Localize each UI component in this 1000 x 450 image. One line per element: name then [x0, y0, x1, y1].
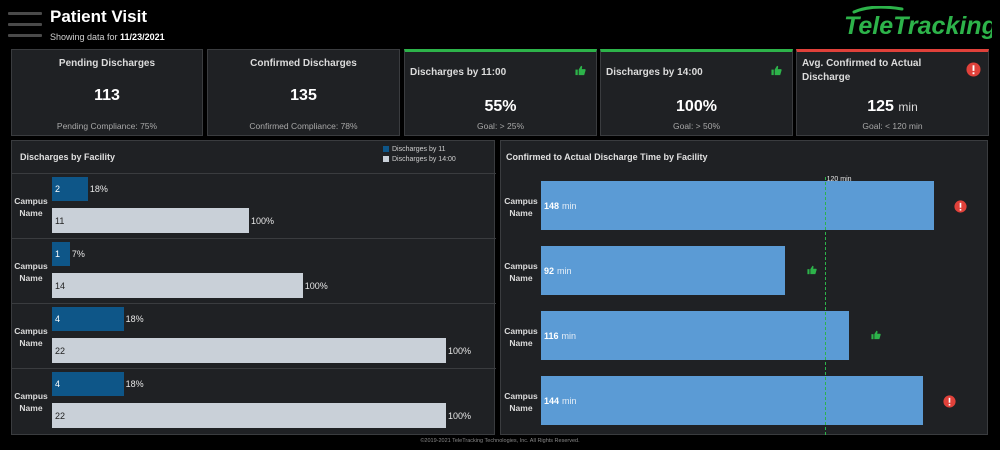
- bar-unit: min: [557, 265, 572, 276]
- row-divider: [12, 303, 496, 304]
- page-subtitle: Showing data for 11/23/2021: [50, 32, 165, 42]
- panel-title: Discharges by Facility: [20, 152, 116, 162]
- bar-label-discharges-by-11: 18%: [89, 184, 108, 194]
- thumbs-up-icon: [807, 265, 818, 275]
- alert-icon: [954, 200, 967, 213]
- alert-icon: [966, 62, 981, 77]
- bar-unit: min: [561, 330, 577, 341]
- bar-value: 144: [544, 395, 560, 406]
- bar-label-discharges-by-14: 100%: [251, 216, 275, 226]
- reference-line: [824, 177, 826, 435]
- bar-discharges-by-14: 14: [52, 273, 303, 298]
- kpi-label: Avg. Confirmed to Actual Discharge: [802, 58, 922, 83]
- thumbs-up-icon: [771, 65, 782, 76]
- row-divider: [12, 238, 496, 239]
- chart-legend: Discharges by 11 Discharges by 14:00: [383, 145, 456, 165]
- bar-discharge-time: 148 min: [541, 181, 934, 230]
- bar-discharges-by-11: 2: [52, 177, 88, 201]
- bar-discharge-time: 116 min: [541, 311, 850, 360]
- bar-label-discharges-by-14: 100%: [448, 346, 472, 356]
- kpi-confirmed-discharges[interactable]: Confirmed Discharges 135 Confirmed Compl…: [207, 49, 400, 136]
- confirmed-to-actual-panel: Confirmed to Actual Discharge Time by Fa…: [500, 140, 988, 435]
- kpi-discharges-by-11[interactable]: Discharges by 11:00 55% Goal: > 25%: [404, 49, 597, 136]
- row-label: Campus Name: [504, 261, 538, 283]
- page-title: Patient Visit: [50, 7, 147, 26]
- discharges-by-facility-panel: Discharges by Facility Discharges by 11 …: [11, 140, 496, 435]
- row-label: Campus Name: [504, 391, 538, 413]
- legend-item-discharges-by-14: Discharges by 14:00: [383, 155, 456, 165]
- bar-discharges-by-14: 22: [52, 338, 446, 363]
- kpi-value: 135: [290, 87, 317, 104]
- legend-label: Discharges by 14:00: [392, 156, 456, 163]
- legend-swatch: [383, 146, 389, 153]
- bar-value: 148: [544, 200, 560, 211]
- bar-discharges-by-11: 1: [52, 242, 70, 266]
- legend-label: Discharges by 11: [392, 146, 446, 153]
- bar-value: 92: [544, 265, 555, 276]
- kpi-discharges-by-14[interactable]: Discharges by 14:00 100% Goal: > 50%: [600, 49, 793, 136]
- copyright-footer: ©2019-2021 TeleTracking Technologies, In…: [420, 438, 580, 444]
- logo-text: TeleTracking: [844, 12, 992, 40]
- kpi-footer: Confirmed Compliance: 78%: [249, 121, 358, 131]
- bar-discharge-time: 144 min: [541, 376, 924, 425]
- menu-icon[interactable]: [8, 12, 42, 38]
- kpi-pending-discharges[interactable]: Pending Discharges 113 Pending Complianc…: [11, 49, 203, 136]
- kpi-unit: min: [898, 100, 918, 114]
- report-date: 11/23/2021: [120, 32, 165, 42]
- bar-unit: min: [562, 395, 577, 406]
- legend-item-discharges-by-11: Discharges by 11: [383, 145, 456, 155]
- panel-title: Confirmed to Actual Discharge Time by Fa…: [506, 152, 708, 162]
- kpi-value: 113: [94, 87, 120, 104]
- bar-label-discharges-by-14: 100%: [448, 411, 472, 421]
- kpi-avg-confirmed-to-actual[interactable]: Avg. Confirmed to Actual Discharge 125 m…: [796, 49, 989, 136]
- kpi-value: 55%: [484, 98, 517, 115]
- bar-label-discharges-by-11: 18%: [125, 314, 144, 324]
- bar-value: 116: [544, 330, 559, 341]
- row-divider: [12, 368, 496, 369]
- kpi-value: 125 min: [797, 98, 988, 116]
- bar-discharges-by-14: 22: [52, 403, 446, 428]
- kpi-footer: Goal: < 120 min: [862, 121, 923, 131]
- bar-discharges-by-11: 4: [52, 372, 124, 396]
- thumbs-up-icon: [871, 330, 881, 340]
- row-label: Campus Name: [504, 326, 538, 348]
- legend-swatch: [383, 156, 389, 163]
- kpi-value: 100%: [676, 98, 717, 115]
- row-divider: [12, 173, 496, 174]
- bar-discharges-by-14: 11: [52, 208, 249, 233]
- kpi-label: Confirmed Discharges: [250, 58, 357, 69]
- bar-label-discharges-by-11: 7%: [71, 249, 85, 259]
- bar-discharges-by-11: 4: [52, 307, 124, 331]
- row-label: Campus Name: [14, 261, 48, 283]
- reference-line-label: 120 min: [826, 176, 852, 183]
- kpi-label: Pending Discharges: [58, 58, 156, 69]
- kpi-footer: Goal: > 25%: [476, 121, 524, 131]
- teletracking-logo: TeleTracking: [844, 6, 992, 40]
- row-label: Campus Name: [504, 196, 538, 218]
- kpi-label: Discharges by 11:00: [410, 67, 507, 78]
- row-label: Campus Name: [14, 391, 48, 413]
- bar-unit: min: [562, 200, 577, 211]
- kpi-label: Discharges by 14:00: [606, 67, 703, 78]
- bar-label-discharges-by-14: 100%: [304, 281, 328, 291]
- row-label: Campus Name: [14, 196, 48, 218]
- row-label: Campus Name: [14, 326, 48, 348]
- kpi-footer: Goal: > 50%: [672, 121, 720, 131]
- kpi-number: 125: [867, 98, 894, 115]
- bar-label-discharges-by-11: 18%: [125, 379, 144, 389]
- kpi-footer: Pending Compliance: 75%: [56, 121, 158, 131]
- alert-icon: [943, 395, 956, 408]
- bar-discharge-time: 92 min: [541, 246, 786, 295]
- thumbs-up-icon: [575, 65, 586, 76]
- subtitle-prefix: Showing data for: [50, 32, 121, 42]
